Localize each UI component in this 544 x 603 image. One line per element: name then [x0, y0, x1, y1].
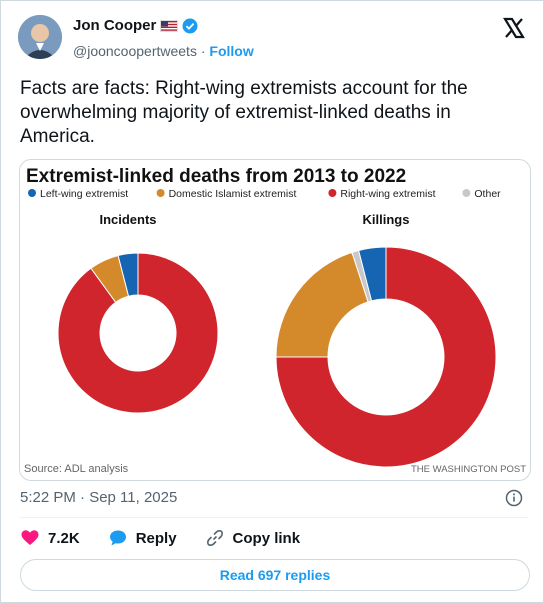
legend-swatch [462, 189, 471, 197]
handle-row: @jooncoopertweets · Follow [73, 43, 254, 59]
avatar[interactable] [18, 15, 62, 59]
like-button[interactable]: 7.2K [20, 528, 80, 548]
legend-swatch [156, 189, 165, 197]
legend-label: Left-wing extremist [40, 188, 128, 200]
donut-slice [117, 252, 139, 297]
donut-slice [358, 246, 387, 302]
reply-button[interactable]: Reply [108, 528, 177, 548]
chart-source: Source: ADL analysis [24, 463, 129, 475]
x-logo-icon[interactable] [503, 17, 525, 39]
donut-slice [275, 251, 369, 358]
incidents-label: Incidents [99, 212, 156, 227]
legend-swatch [28, 189, 36, 197]
legend-label: Right-wing extremist [340, 188, 435, 200]
donut-slice [275, 246, 497, 468]
divider [20, 517, 528, 518]
tweet-timestamp[interactable]: 5:22 PM · Sep 11, 2025 [20, 489, 178, 506]
heart-icon [21, 530, 39, 545]
chart-image[interactable]: Extremist-linked deaths from 2013 to 202… [19, 159, 531, 481]
chart-title: Extremist-linked deaths from 2013 to 202… [26, 166, 406, 187]
info-icon[interactable] [505, 489, 523, 507]
link-icon [206, 530, 223, 546]
tweet-text: Facts are facts: Right-wing extremists a… [20, 78, 468, 147]
action-bar: 7.2K Reply Copy link [20, 528, 328, 548]
legend-swatch [328, 189, 337, 197]
legend-label: Other [474, 188, 501, 200]
legend-label: Domestic Islamist extremist [169, 188, 297, 200]
user-name[interactable]: Jon Cooper [73, 17, 157, 34]
user-name-row: Jon Cooper [73, 17, 198, 34]
user-handle[interactable]: @jooncoopertweets [73, 43, 197, 59]
donut-slice [57, 252, 219, 414]
copy-link-label: Copy link [232, 529, 301, 547]
chart-credit: THE WASHINGTON POST [411, 464, 526, 475]
chart-legend: Left-wing extremist Domestic Islamist ext… [28, 188, 501, 200]
verified-badge-icon [182, 18, 198, 34]
killings-label: Killings [363, 212, 410, 227]
us-flag-icon [160, 19, 179, 32]
chart-svg: Extremist-linked deaths from 2013 to 202… [24, 166, 526, 475]
killings-donut [275, 246, 497, 468]
copy-link-button[interactable]: Copy link [205, 528, 301, 548]
separator: · [200, 43, 206, 59]
incidents-donut [57, 252, 219, 414]
reply-bubble-icon [109, 530, 126, 546]
reply-label: Reply [135, 529, 177, 547]
like-count: 7.2K [48, 529, 80, 547]
read-replies-button[interactable]: Read 697 replies [20, 559, 530, 591]
follow-button[interactable]: Follow [209, 43, 254, 59]
